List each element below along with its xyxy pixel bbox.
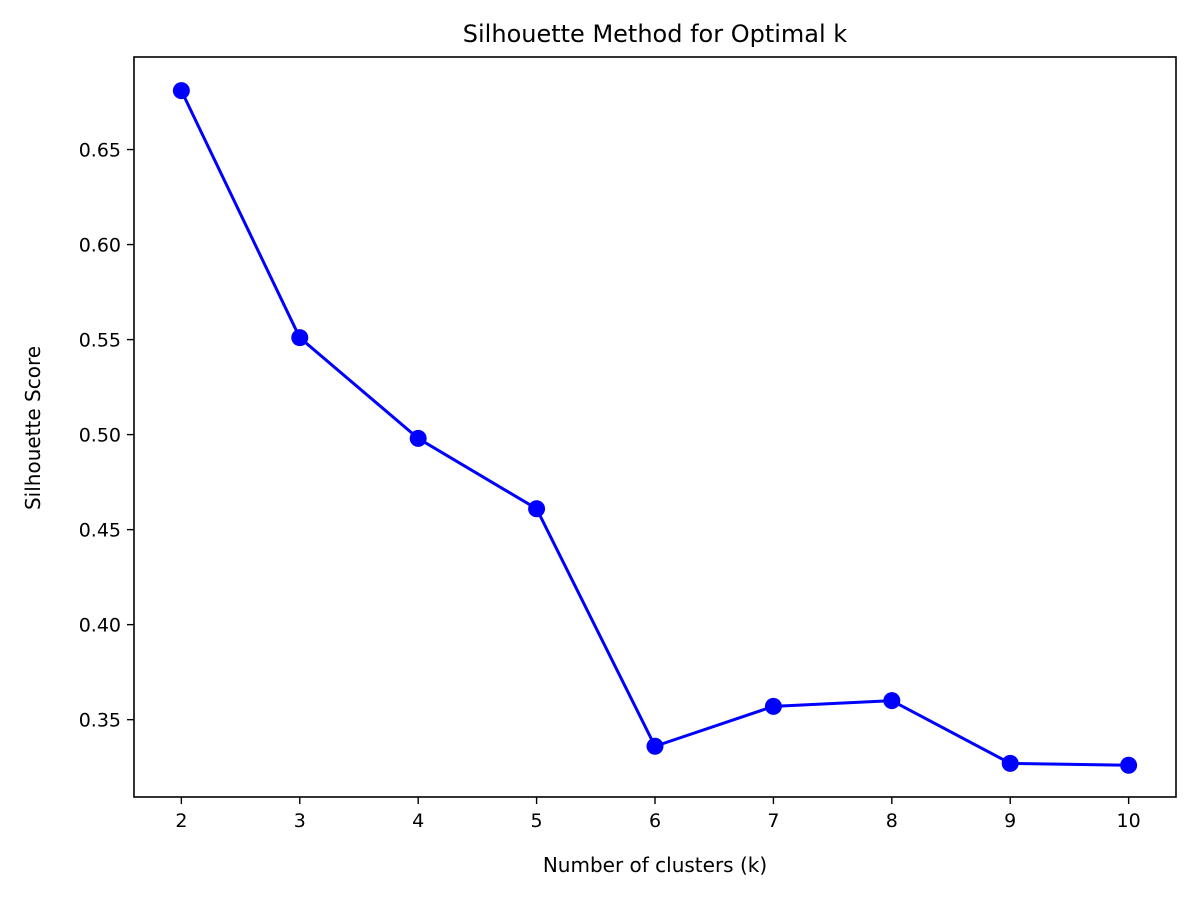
data-point (172, 82, 190, 100)
x-tick-label: 8 (886, 810, 898, 832)
x-tick-label: 2 (175, 810, 187, 832)
y-tick-label: 0.65 (79, 140, 121, 162)
x-tick-label: 7 (767, 810, 779, 832)
plot-area: 2 3 4 5 6 7 8 9 10 0.35 0.40 0.45 0.50 0.55 0.60 0.65 (79, 56, 1177, 832)
y-tick-label: 0.45 (79, 520, 121, 542)
chart-title: Silhouette Method for Optimal k (463, 20, 848, 48)
x-tick-label: 6 (649, 810, 661, 832)
y-tick-label: 0.55 (79, 330, 121, 352)
x-tick-label: 4 (412, 810, 424, 832)
y-tick-label: 0.35 (79, 710, 121, 732)
data-point (646, 737, 664, 755)
x-tick-label: 5 (531, 810, 543, 832)
data-point (409, 429, 427, 447)
data-point (291, 329, 309, 347)
x-axis-title: Number of clusters (k) (543, 853, 767, 877)
x-tick-label: 10 (1117, 810, 1141, 832)
y-tick-label: 0.60 (79, 235, 121, 257)
data-point (1120, 756, 1138, 774)
x-tick-label: 9 (1004, 810, 1016, 832)
y-tick-label: 0.50 (79, 425, 121, 447)
data-point (528, 500, 546, 518)
x-tick-label: 3 (294, 810, 306, 832)
y-tick-label: 0.40 (79, 615, 121, 637)
axes-frame (133, 56, 1177, 798)
data-point (1001, 754, 1019, 772)
data-point (764, 697, 782, 715)
y-axis-title: Silhouette Score (21, 346, 45, 510)
data-point (883, 692, 901, 710)
